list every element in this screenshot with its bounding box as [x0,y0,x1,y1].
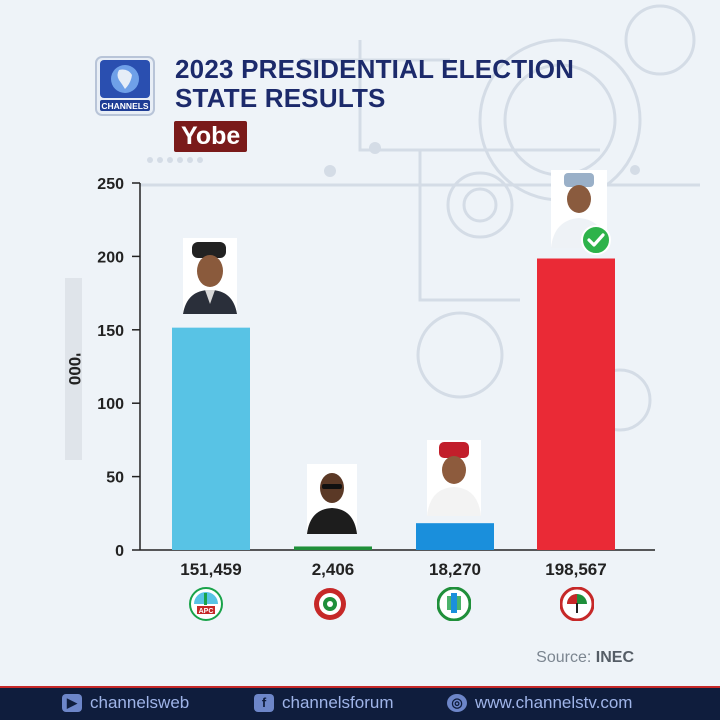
footer-facebook-link[interactable]: f channelsforum [254,693,394,713]
facebook-handle: channelsforum [282,693,394,712]
globe-icon: ◎ [447,694,467,712]
y-tick-label: 50 [106,470,124,487]
y-tick-label: 0 [115,543,124,560]
footer-website-link[interactable]: ◎ www.channelstv.com [447,693,632,713]
source-value: INEC [595,649,634,666]
party-logo-lp [314,588,346,620]
footer-bar: ▶ channelsweb f channelsforum ◎ www.chan… [0,686,720,720]
title-line-2: STATE RESULTS [175,83,386,113]
check-icon [587,233,605,247]
y-tick-label: 250 [97,176,124,193]
unit-band [65,278,82,460]
bar-apc [172,327,250,550]
value-label-pdp: 198,567 [545,560,606,579]
bar-lp [294,546,372,550]
state-badge: Yobe [174,121,248,152]
logo-text: CHANNELS [101,101,149,111]
title-line-1: 2023 PRESIDENTIAL ELECTION [175,54,575,84]
youtube-icon: ▶ [62,694,82,712]
youtube-handle: channelsweb [90,693,190,712]
value-label-nnpp: 18,270 [429,560,481,579]
candidate-photo-apc [183,238,237,314]
apc-logo-text: APC [199,608,214,615]
candidate-photo-lp [307,464,357,534]
y-tick-label: 100 [97,396,124,413]
footer-accent-line [0,686,720,688]
website-url: www.channelstv.com [475,693,633,712]
winner-check-badge [581,225,611,255]
page-title: 2023 PRESIDENTIAL ELECTION STATE RESULTS [175,55,574,113]
bar-nnpp [416,523,494,550]
bar-pdp [537,258,615,550]
party-logo-nnpp [437,587,471,621]
party-logo-apc: APC [189,587,223,621]
facebook-icon: f [254,694,274,712]
footer-youtube-link[interactable]: ▶ channelsweb [62,693,189,713]
channels-logo: CHANNELS [95,56,155,116]
y-tick-label: 200 [97,249,124,266]
value-label-lp: 2,406 [312,560,355,579]
y-tick-label: 150 [97,323,124,340]
source-note: Source: INEC [536,649,634,667]
candidate-photo-nnpp [427,440,481,516]
source-label: Source: [536,649,592,666]
value-label-apc: 151,459 [180,560,241,579]
party-logo-pdp [560,587,594,621]
